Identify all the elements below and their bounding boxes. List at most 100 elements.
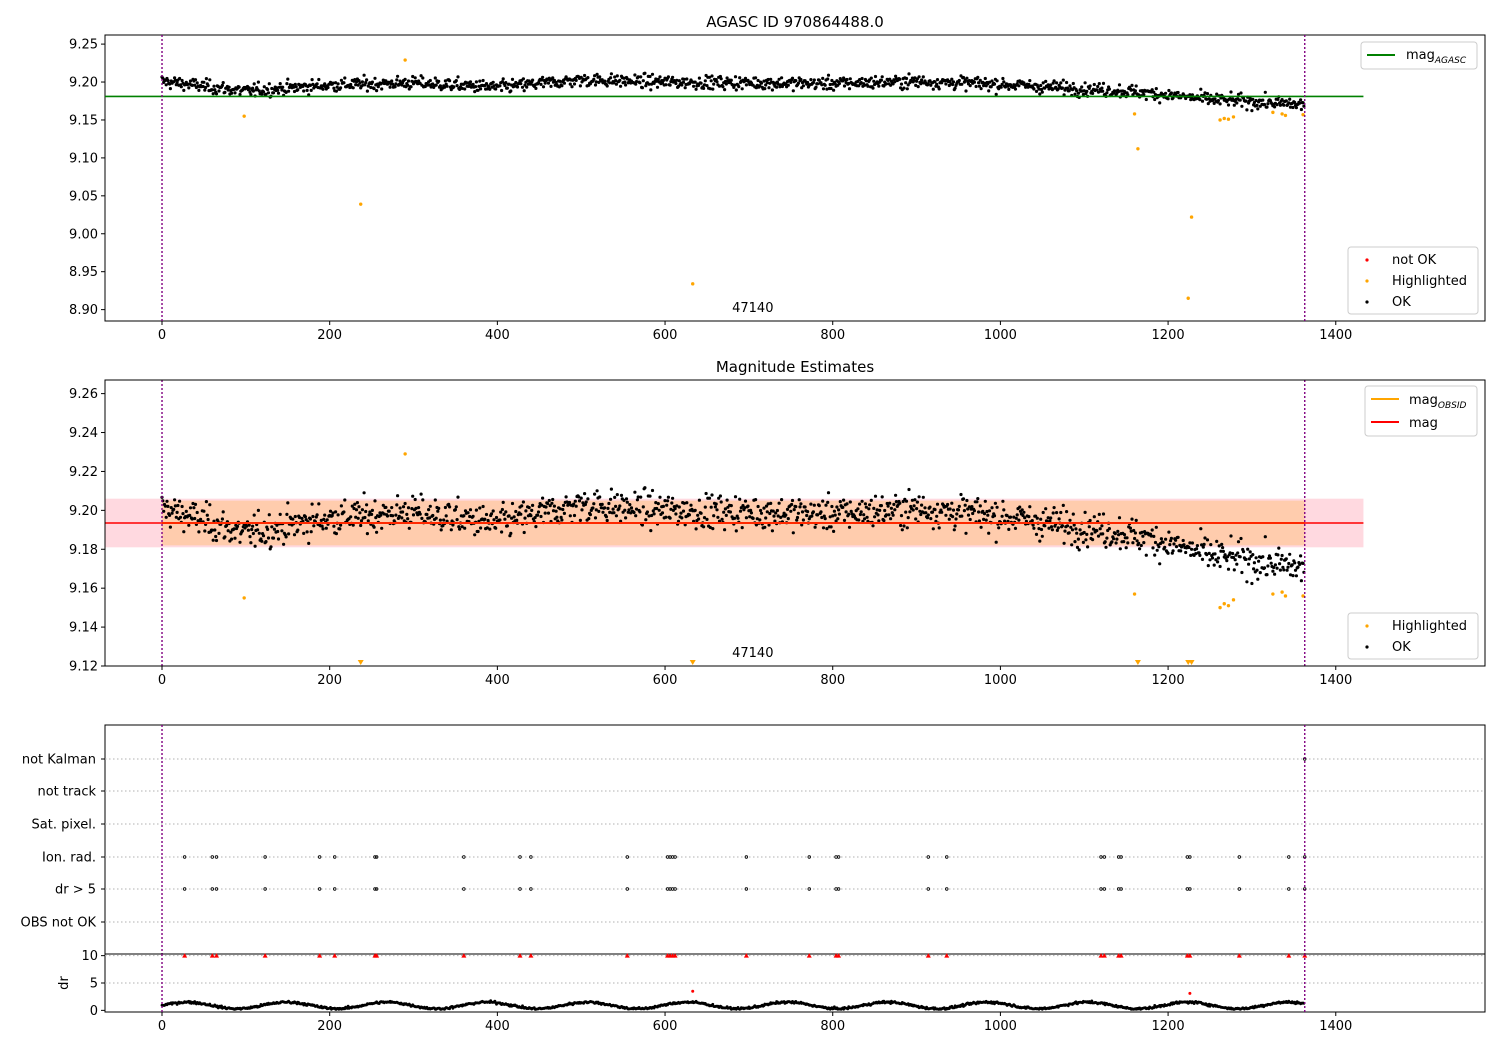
- ok-point: [647, 82, 651, 86]
- dr-ytick-label: 0: [90, 1004, 98, 1019]
- ok-point: [437, 79, 441, 83]
- ok-point: [809, 78, 813, 82]
- flag-point: [317, 855, 322, 859]
- ok-point: [702, 516, 707, 520]
- flag-point: [926, 855, 931, 859]
- ok-point: [1017, 518, 1021, 522]
- ok-point: [551, 76, 555, 80]
- ok-point: [825, 527, 829, 531]
- ok-point: [960, 514, 964, 518]
- ok-point: [762, 79, 766, 83]
- ok-point: [925, 516, 930, 520]
- ok-point: [743, 79, 747, 83]
- ok-point: [501, 500, 505, 504]
- ok-point: [1154, 525, 1158, 529]
- ok-point: [1221, 546, 1225, 550]
- ok-point: [599, 506, 603, 510]
- ok-point: [770, 88, 775, 92]
- ok-point: [811, 81, 816, 85]
- ok-point: [1142, 541, 1146, 545]
- ok-point: [1054, 85, 1058, 89]
- ok-point: [510, 516, 514, 520]
- ok-point: [479, 526, 483, 530]
- ok-point: [1044, 79, 1048, 83]
- ok-point: [1167, 88, 1171, 93]
- ok-point: [454, 505, 458, 509]
- magnitude-ytick-label: 9.20: [69, 504, 98, 519]
- ok-point: [297, 515, 302, 520]
- ok-point: [238, 540, 242, 544]
- highlighted-point: [1222, 602, 1226, 606]
- dr-ytick-label: 5: [90, 977, 98, 992]
- ok-point: [1083, 81, 1087, 85]
- ok-point: [1155, 548, 1159, 552]
- flag-point: [210, 887, 215, 891]
- ok-point: [995, 505, 999, 509]
- ok-point: [754, 76, 758, 80]
- ok-point: [1075, 545, 1080, 550]
- highlighted-point: [1271, 592, 1275, 596]
- ok-point: [460, 86, 464, 90]
- flag-point: [926, 887, 931, 891]
- ok-point: [1207, 551, 1211, 556]
- flag-point: [1237, 887, 1242, 891]
- ok-point: [597, 80, 601, 84]
- ok-point: [375, 89, 379, 93]
- ok-point: [512, 515, 516, 519]
- ok-point: [270, 525, 274, 529]
- ok-point: [413, 76, 417, 80]
- magnitude-annotation: 47140: [732, 646, 773, 661]
- ok-point: [608, 81, 612, 85]
- highlighted-point: [1186, 296, 1190, 300]
- ok-point: [679, 511, 683, 515]
- ok-point: [1167, 530, 1171, 534]
- ok-point: [251, 89, 255, 93]
- ok-point: [544, 505, 548, 509]
- ok-point: [1288, 552, 1292, 556]
- flag-point: [1287, 887, 1291, 891]
- ok-point: [1200, 543, 1204, 547]
- ok-point: [813, 525, 817, 529]
- legend2-ok-marker: [1365, 645, 1369, 649]
- ok-point: [1250, 109, 1254, 113]
- flag-point: [214, 855, 219, 859]
- ok-point: [785, 507, 790, 511]
- ok-point: [1087, 525, 1091, 529]
- ok-point: [864, 505, 868, 509]
- ok-point: [1268, 556, 1272, 560]
- agasc-xtick-label: 1400: [1319, 328, 1352, 343]
- ok-point: [323, 82, 327, 86]
- magnitude-axes: 0 200 400 600 800 1000 1200 14009.129.149.169.1…: [69, 387, 1352, 688]
- flag-point: [373, 855, 377, 859]
- ok-point: [166, 504, 170, 508]
- ok-point: [1122, 540, 1126, 544]
- ok-point: [343, 498, 347, 502]
- ok-point: [674, 512, 678, 516]
- ok-point: [628, 503, 632, 507]
- ok-point: [598, 75, 602, 79]
- ok-point: [1115, 537, 1119, 541]
- dr-ylabel: dr: [57, 976, 72, 990]
- ok-point: [214, 92, 219, 96]
- ok-point: [305, 530, 309, 534]
- flag-point: [214, 887, 219, 891]
- ok-point: [1133, 89, 1137, 93]
- ok-point: [734, 88, 738, 92]
- ok-point: [1027, 515, 1031, 519]
- flag-point: [529, 887, 533, 891]
- ok-point: [1150, 88, 1154, 92]
- ok-point: [1217, 544, 1221, 548]
- ok-point: [488, 87, 492, 91]
- ok-point: [315, 513, 319, 517]
- ok-point: [1219, 549, 1223, 553]
- ok-point: [352, 506, 356, 511]
- ok-point: [1159, 537, 1163, 541]
- ok-point: [208, 503, 212, 507]
- ok-point: [397, 514, 401, 518]
- ok-point: [799, 77, 803, 82]
- ok-point: [1231, 555, 1236, 560]
- ok-point: [275, 523, 279, 527]
- ok-point: [899, 523, 903, 528]
